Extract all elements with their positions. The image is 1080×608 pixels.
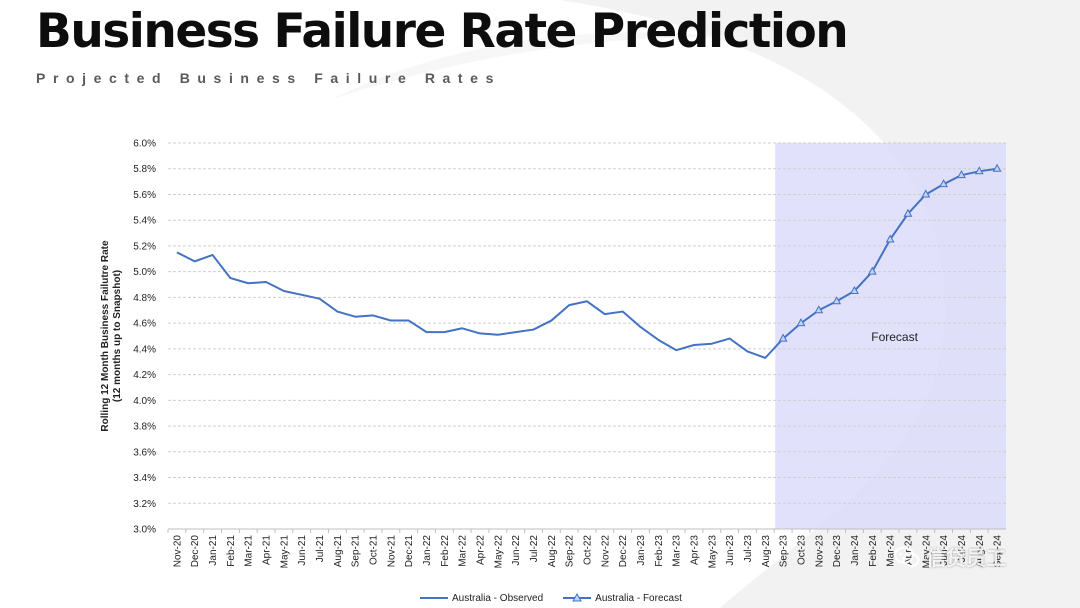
x-tick-label: Apr-23 [689, 535, 700, 565]
x-tick-label: Jul-23 [743, 535, 754, 563]
forecast-point [832, 296, 842, 305]
x-tick-label: May-21 [279, 535, 290, 569]
x-tick-label: Sep-21 [351, 535, 362, 568]
x-tick-label: Apr-22 [476, 535, 487, 565]
x-tick-label: Nov-21 [386, 535, 397, 568]
forecast-point [921, 189, 931, 198]
x-tick-label: Mar-21 [244, 535, 255, 567]
y-tick-label: 4.0% [133, 396, 156, 407]
y-tick-label: 3.8% [133, 422, 156, 433]
x-tick-label: Nov-20 [172, 535, 183, 568]
x-tick-label: Jan-24 [850, 535, 861, 566]
x-tick-label: Oct-22 [583, 535, 594, 565]
y-tick-label: 4.6% [133, 319, 156, 330]
forecast-point [903, 208, 913, 217]
x-tick-label: Jan-23 [636, 535, 647, 566]
legend-item-forecast: Australia - Forecast [563, 593, 682, 604]
y-tick-label: 4.4% [133, 344, 156, 355]
y-tick-label: 4.8% [133, 293, 156, 304]
x-tick-label: Apr-24 [903, 535, 914, 565]
x-tick-label: Mar-23 [672, 535, 683, 567]
forecast-point [814, 305, 824, 314]
x-tick-label: Jun-21 [297, 535, 308, 566]
x-tick-label: Aug-23 [761, 535, 772, 568]
x-tick-label: Aug-21 [333, 535, 344, 568]
x-tick-label: Jun-23 [725, 535, 736, 566]
x-tick-label: Jun-22 [511, 535, 522, 566]
y-tick-label: 5.8% [133, 164, 156, 175]
forecast-point [849, 285, 859, 294]
x-tick-label: Feb-21 [226, 535, 237, 567]
forecast-point [992, 163, 1002, 172]
x-tick-label: Mar-24 [886, 535, 897, 567]
x-tick-label: Feb-24 [868, 535, 879, 567]
chart-legend: Australia - Observed Australia - Forecas… [420, 590, 682, 606]
x-tick-label: Sep-23 [779, 535, 790, 568]
forecast-point [867, 266, 877, 275]
forecast-annotation: Forecast [871, 330, 918, 344]
y-tick-label: 6.0% [133, 139, 156, 150]
x-tick-label: May-23 [707, 535, 718, 569]
y-tick-label: 5.0% [133, 267, 156, 278]
x-tick-label: Sep-22 [565, 535, 576, 568]
x-tick-label: Oct-21 [369, 535, 380, 565]
x-tick-label: Dec-20 [190, 535, 201, 568]
x-tick-label: Oct-23 [796, 535, 807, 565]
x-tick-label: Dec-22 [618, 535, 629, 568]
forecast-point [778, 333, 788, 342]
y-tick-label: 5.4% [133, 216, 156, 227]
wechat-icon [894, 546, 920, 568]
x-tick-label: Sep-24 [993, 535, 1004, 568]
forecast-region [775, 143, 1006, 529]
legend-swatch-observed [420, 593, 448, 603]
x-tick-label: Apr-21 [262, 535, 273, 565]
legend-label-forecast: Australia - Forecast [595, 592, 682, 604]
legend-item-observed: Australia - Observed [420, 593, 543, 604]
x-tick-label: Jul-24 [957, 535, 968, 563]
x-tick-label: Dec-21 [404, 535, 415, 568]
x-tick-label: Aug-24 [975, 535, 986, 568]
series-line-observed [176, 251, 784, 359]
x-tick-label: Jun-24 [939, 535, 950, 566]
y-tick-label: 3.4% [133, 473, 156, 484]
forecast-point [939, 179, 949, 188]
x-tick-label: Mar-22 [458, 535, 469, 567]
x-tick-label: Nov-22 [600, 535, 611, 568]
y-axis-label: (12 months up to Snapshot) [112, 270, 123, 402]
x-tick-label: Jan-21 [208, 535, 219, 566]
y-tick-label: 5.2% [133, 241, 156, 252]
y-tick-label: 3.6% [133, 447, 156, 458]
y-tick-label: 4.2% [133, 370, 156, 381]
x-tick-label: May-22 [493, 535, 504, 569]
y-tick-label: 5.6% [133, 190, 156, 201]
watermark: 信贷员工 [894, 542, 1006, 571]
y-tick-label: 3.0% [133, 525, 156, 536]
x-tick-label: May-24 [921, 535, 932, 569]
x-tick-label: Feb-22 [440, 535, 451, 567]
legend-swatch-forecast [563, 593, 592, 603]
x-tick-label: Jul-22 [529, 535, 540, 563]
legend-label-observed: Australia - Observed [452, 592, 544, 604]
y-axis-label: Rolling 12 Month Business Failutre Rate [100, 240, 111, 432]
forecast-point [796, 318, 806, 327]
watermark-text: 信贷员工 [926, 546, 1006, 570]
x-tick-label: Nov-23 [814, 535, 825, 568]
forecast-point [885, 234, 895, 243]
x-tick-label: Jul-21 [315, 535, 326, 563]
x-tick-label: Feb-23 [654, 535, 665, 567]
y-tick-label: 3.2% [133, 499, 156, 510]
x-tick-label: Aug-22 [547, 535, 558, 568]
x-tick-label: Jan-22 [422, 535, 433, 566]
forecast-point [956, 170, 966, 179]
forecast-point [974, 166, 984, 175]
slide-title: Business Failure Rate Prediction [36, 4, 849, 59]
slide-subtitle: Projected Business Failure Rates [36, 70, 501, 86]
x-tick-label: Dec-23 [832, 535, 843, 568]
